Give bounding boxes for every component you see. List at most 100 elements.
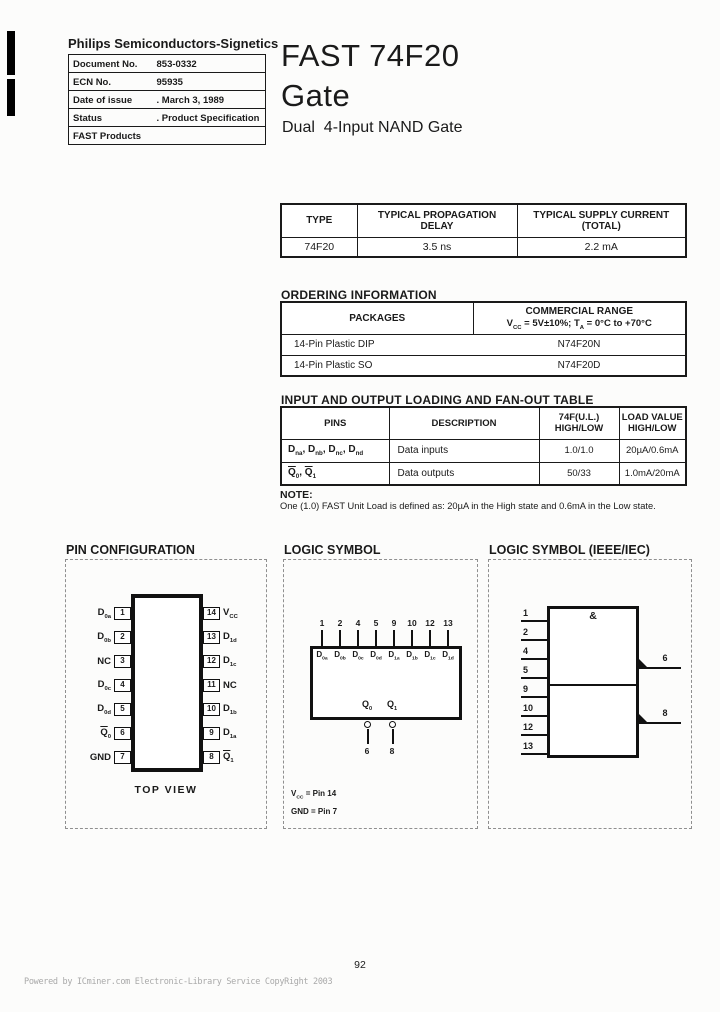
info-value: 853-0332: [156, 58, 197, 70]
pin-number: 12: [203, 654, 220, 668]
document-info-table: Document No. 853-0332 ECN No. 95935 Date…: [68, 54, 266, 145]
table-row: 14-Pin Plastic SO N74F20D: [281, 354, 686, 376]
cell-load: 1.0mA/20mA: [618, 461, 687, 486]
logic-symbol-panel: 1 2 4 5 9 10 12 13 D0a D0b D0c D0d D1a D…: [283, 559, 478, 829]
pin-number: 5: [373, 618, 379, 628]
table-row: Q0, Q1 Data outputs 50/33 1.0mA/20mA: [280, 461, 687, 486]
commercial-range-line1: COMMERCIAL RANGE: [525, 305, 634, 317]
ieee-symbol-panel: & 1 2 4 5 9 10 12 13 6 8: [488, 559, 692, 829]
vcc-pin-note: VCC = Pin 14: [291, 789, 337, 801]
input-lead: [521, 696, 548, 698]
pin-number: 7: [114, 750, 131, 764]
pin-number: 13: [443, 618, 453, 628]
table-header-row: PACKAGES COMMERCIAL RANGE VCC = 5V±10%; …: [280, 301, 687, 335]
input-lead: [375, 630, 377, 646]
pin-number: 6: [114, 726, 131, 740]
supply-pin-notes: VCC = Pin 14 GND = Pin 7: [291, 787, 337, 818]
dip-pin-row: D0b 2 13 D1d: [80, 630, 254, 644]
pin-configuration-panel: D0a 1 14 VCC D0b 2 13 D1d NC 3 12 D1c D0…: [65, 559, 267, 829]
pin-number: 8: [389, 746, 395, 756]
type-summary-table: TYPE TYPICAL PROPAGATION DELAY TYPICAL S…: [280, 203, 687, 258]
pin-label: D1a: [223, 726, 237, 740]
pin-label: NC: [97, 655, 111, 667]
pin-label: D1c: [223, 654, 237, 668]
pin-number: 13: [203, 630, 220, 644]
input-label: D0a: [316, 650, 328, 662]
dip-pin-row: Q0 6 9 D1a: [80, 726, 254, 740]
logic-symbol-body: [310, 646, 462, 720]
pin-number: 6: [662, 653, 668, 663]
info-label: Document No.: [73, 58, 138, 70]
cell-description: Data inputs: [388, 438, 540, 463]
table-header-row: PINS DESCRIPTION 74F(U.L.) HIGH/LOW LOAD…: [280, 406, 687, 440]
pin-label: Q1: [223, 750, 234, 764]
loading-fanout-table: PINS DESCRIPTION 74F(U.L.) HIGH/LOW LOAD…: [280, 406, 687, 486]
col-header-delay: TYPICAL PROPAGATION DELAY: [356, 203, 518, 238]
input-lead: [521, 658, 548, 660]
page-subtitle: Dual 4-Input NAND Gate: [282, 119, 463, 136]
info-value: 95935: [152, 72, 266, 91]
input-label: D0b: [334, 650, 346, 662]
input-lead: [357, 630, 359, 646]
pin-label: D0c: [97, 678, 111, 692]
col-header-load: LOAD VALUE HIGH/LOW: [618, 406, 687, 440]
pin-number: 2: [523, 627, 529, 637]
inversion-bubble: [389, 721, 396, 728]
info-value: . March 3, 1989: [152, 90, 266, 109]
pin-number: 8: [662, 708, 668, 718]
table-row: Status . Product Specification: [68, 108, 266, 127]
input-lead: [393, 630, 395, 646]
table-row: ECN No. 95935: [68, 72, 266, 91]
section-heading-loading: INPUT AND OUTPUT LOADING AND FAN-OUT TAB…: [281, 393, 594, 407]
cell-part-number: N74F20D: [473, 354, 686, 376]
section-heading-logic-symbol: LOGIC SYMBOL: [284, 543, 381, 557]
dip-pin-row: D0c 4 11 NC: [80, 678, 254, 692]
pin-number: 1: [114, 606, 131, 620]
input-label: D1a: [388, 650, 400, 662]
dip-pin-row: D0a 1 14 VCC: [80, 606, 254, 620]
table-row: Date of issue . March 3, 1989: [68, 90, 266, 109]
pin-number: 11: [203, 678, 220, 692]
input-label: D0c: [352, 650, 364, 662]
pin-number: 12: [523, 722, 534, 732]
table-row: FAST Products: [68, 126, 266, 145]
cell-ul: 50/33: [538, 461, 620, 486]
pin-number: 9: [523, 684, 529, 694]
output-lead: [367, 729, 369, 744]
top-view-caption: TOP VIEW: [134, 784, 198, 796]
pin-number: 2: [337, 618, 343, 628]
cell-ul: 1.0/1.0: [538, 438, 620, 463]
pin-number: 5: [114, 702, 131, 716]
input-lead: [411, 630, 413, 646]
pin-number: 13: [523, 741, 534, 751]
pin-number: 5: [523, 665, 529, 675]
col-header-description: DESCRIPTION: [388, 406, 540, 440]
input-lead: [521, 734, 548, 736]
ieee-section-divider: [547, 684, 639, 686]
table-row: Dna, Dnb, Dnc, Dnd Data inputs 1.0/1.0 2…: [280, 438, 687, 463]
pin-label: D0d: [97, 702, 111, 716]
pin-number: 12: [425, 618, 435, 628]
cell-type: 74F20: [280, 236, 358, 257]
info-label: Date of issue: [68, 90, 153, 109]
input-label: D1c: [424, 650, 436, 662]
ieee-symbol-body: [547, 606, 639, 758]
pin-number: 3: [114, 654, 131, 668]
input-lead: [447, 630, 449, 646]
pin-label: D0a: [97, 606, 111, 620]
polarity-indicator-icon: [638, 658, 648, 668]
output-lead: [639, 722, 681, 724]
and-function-label: &: [589, 610, 597, 622]
page-title-line1: FAST 74F20: [281, 38, 460, 73]
input-lead: [321, 630, 323, 646]
ordering-table: PACKAGES COMMERCIAL RANGE VCC = 5V±10%; …: [280, 301, 687, 377]
pin-number: 8: [203, 750, 220, 764]
input-lead: [521, 715, 548, 717]
col-header-commercial-range: COMMERCIAL RANGE VCC = 5V±10%; TA = 0°C …: [472, 301, 687, 335]
section-heading-ordering: ORDERING INFORMATION: [281, 288, 437, 302]
cell-load: 20µA/0.6mA: [618, 438, 687, 463]
pin-label: D0b: [97, 630, 111, 644]
page-number: 92: [354, 959, 366, 971]
output-label: Q0: [362, 699, 373, 712]
footer-watermark: Powered by ICminer.com Electronic-Librar…: [24, 977, 333, 987]
